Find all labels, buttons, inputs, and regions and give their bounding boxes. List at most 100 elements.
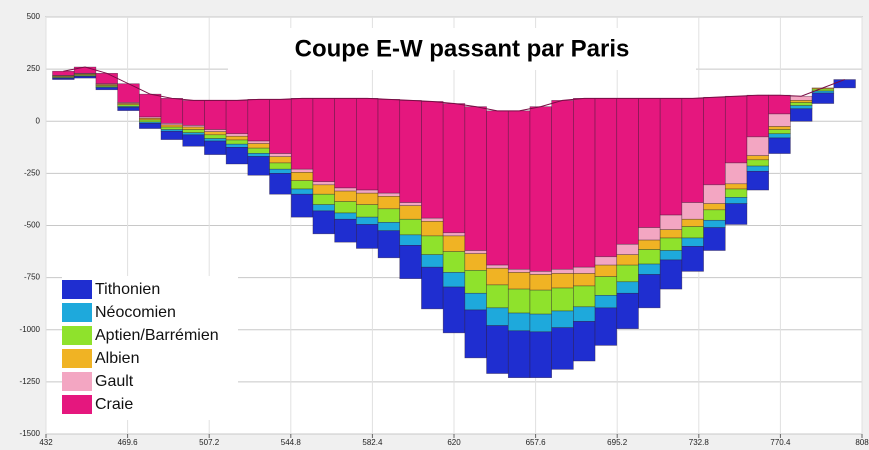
layer-bar (724, 188, 748, 198)
layer-bar (204, 129, 227, 132)
x-tick-label: 808 (855, 438, 869, 447)
layer-bar (377, 192, 401, 197)
layer-bar (659, 214, 683, 230)
layer-bar (551, 268, 574, 274)
layer-bar (225, 147, 249, 165)
layer-bar (290, 168, 314, 173)
x-tick-label: 620 (447, 438, 461, 447)
x-tick-label: 582.4 (362, 438, 383, 447)
x-tick-label: 432 (39, 438, 53, 447)
layer-bar (182, 129, 205, 134)
layer-bar (703, 219, 726, 228)
layer-bar (399, 245, 422, 279)
layer-bar (334, 218, 357, 243)
title-box (228, 28, 696, 70)
layer-bar (377, 230, 401, 259)
y-tick-label: 500 (27, 12, 41, 21)
layer-bar (746, 136, 769, 156)
legend-swatch (62, 303, 92, 322)
layer-bar (399, 202, 422, 206)
layer-bar (356, 216, 379, 225)
layer-bar (811, 92, 835, 104)
section (52, 66, 856, 379)
layer-bar (681, 98, 704, 203)
legend-label: Albien (95, 350, 139, 367)
layer-bar (377, 99, 401, 194)
legend-label: Gault (95, 373, 134, 390)
layer-bar (225, 135, 249, 141)
layer-bar (464, 270, 487, 294)
layer-bar (724, 203, 748, 225)
layer-bar (421, 221, 444, 237)
layer-bar (616, 98, 639, 245)
x-tick-label: 770.4 (770, 438, 791, 447)
legend-label: Aptien/Barrémien (95, 327, 219, 344)
layer-bar (507, 110, 531, 270)
layer-bar (269, 162, 292, 170)
layer-bar (486, 110, 509, 266)
layer-bar (442, 235, 466, 252)
x-tick-label: 544.8 (281, 438, 302, 447)
layer-bar (139, 123, 162, 129)
layer-bar (182, 126, 205, 130)
layer-bar (529, 289, 552, 315)
layer-bar (616, 292, 639, 330)
layer-bar (768, 113, 791, 127)
layer-bar (746, 159, 769, 167)
layer-bar (594, 307, 618, 346)
layer-bar (73, 66, 97, 74)
layer-bar (638, 249, 661, 265)
layer-bar (507, 268, 531, 273)
layer-bar (399, 205, 422, 220)
layer-bar (247, 156, 270, 176)
layer-bar (746, 155, 769, 161)
layer-bar (312, 98, 335, 183)
layer-bar (269, 99, 292, 154)
surface-line (63, 66, 845, 112)
layer-bar (290, 172, 314, 181)
layer-bar (204, 140, 227, 155)
layer-bar (356, 224, 379, 249)
layer-bar (139, 119, 162, 123)
layer-bar (616, 243, 639, 255)
layer-bar (442, 272, 466, 288)
layer-bar (421, 254, 444, 268)
layer-bar (638, 239, 661, 250)
layer-bar (356, 98, 379, 191)
layer-bar (507, 272, 531, 290)
y-tick-label: -750 (24, 273, 41, 282)
layer-bar (334, 201, 357, 214)
y-tick-label: -500 (24, 221, 41, 230)
layer-bar (594, 264, 618, 277)
layer-bar (659, 98, 683, 216)
layer-bar (464, 253, 487, 271)
layer-bar (356, 204, 379, 218)
layer-bar (681, 237, 704, 247)
layer-bar (160, 124, 184, 128)
layer-bar (659, 259, 683, 290)
layer-bar (334, 190, 357, 202)
layer-bar (204, 131, 227, 136)
layer-bar (529, 274, 552, 291)
layer-bar (464, 250, 487, 254)
layer-bar (703, 203, 726, 211)
x-tick-label: 507.2 (199, 438, 220, 447)
layer-bar (269, 153, 292, 157)
layer-bar (833, 79, 856, 89)
layer-bar (73, 76, 97, 79)
y-tick-label: 0 (36, 116, 41, 125)
legend: Tithonien Néocomien Aptien/Barrémien Albien… (62, 276, 238, 420)
layer-bar (529, 331, 552, 379)
layer-bar (117, 83, 140, 103)
layer-bar (681, 202, 704, 220)
layer-bar (486, 267, 509, 286)
layer-bar (724, 183, 748, 190)
layer-bar (225, 139, 249, 145)
layer-bar (117, 107, 140, 111)
layer-bar (790, 105, 813, 110)
layer-bar (464, 292, 487, 311)
layer-bar (638, 274, 661, 309)
layer-bar (790, 95, 813, 101)
layer-bar (703, 227, 726, 251)
